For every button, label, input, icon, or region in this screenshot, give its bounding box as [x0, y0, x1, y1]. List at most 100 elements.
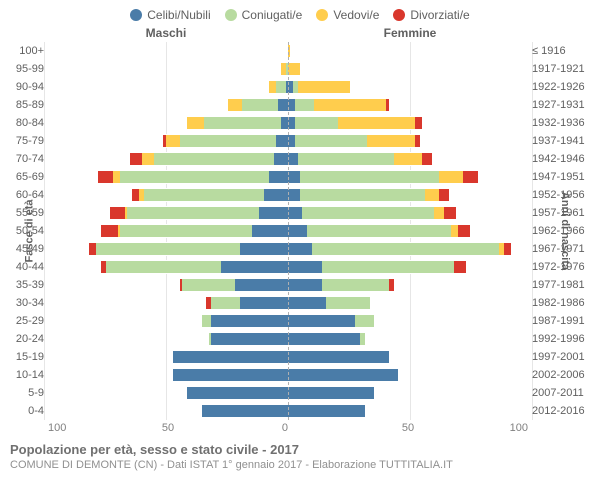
pyramid-row: 25-291987-1991 [4, 312, 596, 330]
bar-segment [300, 170, 439, 184]
population-pyramid-chart: Celibi/NubiliConiugati/eVedovi/eDivorzia… [0, 0, 600, 477]
bar-male [48, 62, 288, 76]
age-label: 75-79 [4, 135, 48, 147]
x-tick: 100 [48, 422, 128, 436]
age-label: 65-69 [4, 171, 48, 183]
bar-male [48, 404, 288, 418]
pyramid-row: 20-241992-1996 [4, 330, 596, 348]
bar-female [288, 116, 528, 130]
bar-segment [300, 188, 425, 202]
legend-label: Divorziati/e [410, 8, 469, 22]
bar-segment [240, 296, 288, 310]
age-label: 60-64 [4, 189, 48, 201]
bar-segment [110, 206, 124, 220]
bar-segment [278, 98, 288, 112]
birth-year-label: 1972-1976 [528, 261, 596, 273]
bar-segment [259, 206, 288, 220]
column-headers: Maschi Femmine [4, 26, 596, 40]
bar-female [288, 386, 528, 400]
plot-area: Fasce di età Anni di nascita 100+≤ 19169… [4, 42, 596, 420]
bar-segment [252, 224, 288, 238]
bar-segment [312, 242, 499, 256]
birth-year-label: 1967-1971 [528, 243, 596, 255]
age-label: 5-9 [4, 387, 48, 399]
bar-segment [298, 80, 351, 94]
bar-female [288, 152, 528, 166]
pyramid-row: 50-541962-1966 [4, 222, 596, 240]
bar-female [288, 404, 528, 418]
bar-segment [386, 98, 388, 112]
bar-segment [338, 116, 415, 130]
bar-segment [288, 314, 355, 328]
age-label: 55-59 [4, 207, 48, 219]
bar-segment [288, 296, 326, 310]
birth-year-label: 1917-1921 [528, 63, 596, 75]
bar-segment [415, 134, 420, 148]
bar-segment [288, 242, 312, 256]
pyramid-row: 75-791937-1941 [4, 132, 596, 150]
bar-male [48, 80, 288, 94]
birth-year-label: 1942-1946 [528, 153, 596, 165]
birth-year-label: 1977-1981 [528, 279, 596, 291]
bar-segment [444, 206, 456, 220]
header-female: Femmine [288, 26, 532, 40]
bar-segment [288, 386, 374, 400]
bar-segment [240, 242, 288, 256]
bar-segment [355, 314, 374, 328]
bar-segment [288, 260, 322, 274]
bar-segment [281, 116, 288, 130]
bar-segment [173, 350, 288, 364]
bar-female [288, 134, 528, 148]
pyramid-row: 65-691947-1951 [4, 168, 596, 186]
pyramid-row: 15-191997-2001 [4, 348, 596, 366]
bar-segment [211, 296, 240, 310]
pyramid-row: 55-591957-1961 [4, 204, 596, 222]
bar-segment [389, 278, 394, 292]
bar-segment [113, 170, 120, 184]
caption-sub: COMUNE DI DEMONTE (CN) - Dati ISTAT 1° g… [10, 459, 596, 471]
legend-item: Divorziati/e [393, 8, 469, 22]
legend-swatch [225, 9, 237, 21]
bar-segment [288, 224, 307, 238]
birth-year-label: 1922-1926 [528, 81, 596, 93]
bar-segment [127, 206, 259, 220]
bar-segment [173, 368, 288, 382]
center-line [288, 42, 289, 420]
age-label: 0-4 [4, 405, 48, 417]
age-label: 85-89 [4, 99, 48, 111]
birth-year-label: 1987-1991 [528, 315, 596, 327]
bar-female [288, 332, 528, 346]
bar-segment [422, 152, 432, 166]
bar-segment [242, 98, 278, 112]
bar-segment [322, 260, 454, 274]
x-tick: 50 [128, 422, 208, 436]
bar-female [288, 242, 528, 256]
x-axis: 100500 50100 [4, 422, 596, 436]
bar-male [48, 188, 288, 202]
bar-segment [101, 224, 118, 238]
pyramid-row: 85-89 1927-1931 [4, 96, 596, 114]
bar-segment [307, 224, 451, 238]
bar-segment [228, 98, 242, 112]
birth-year-label: 1927-1931 [528, 99, 596, 111]
bar-segment [394, 152, 423, 166]
legend-item: Celibi/Nubili [130, 8, 210, 22]
legend-swatch [316, 9, 328, 21]
bar-segment [269, 80, 276, 94]
age-label: 15-19 [4, 351, 48, 363]
birth-year-label: 2007-2011 [528, 387, 596, 399]
bar-segment [288, 404, 365, 418]
bar-segment [288, 116, 295, 130]
bar-segment [288, 134, 295, 148]
bar-female [288, 350, 528, 364]
bar-segment [221, 260, 288, 274]
x-tick [288, 422, 368, 436]
bar-segment [302, 206, 434, 220]
bar-segment [288, 278, 322, 292]
bar-segment [211, 332, 288, 346]
bar-male [48, 332, 288, 346]
bar-segment [274, 152, 288, 166]
age-label: 35-39 [4, 279, 48, 291]
bar-segment [314, 98, 386, 112]
caption-title: Popolazione per età, sesso e stato civil… [10, 442, 596, 457]
